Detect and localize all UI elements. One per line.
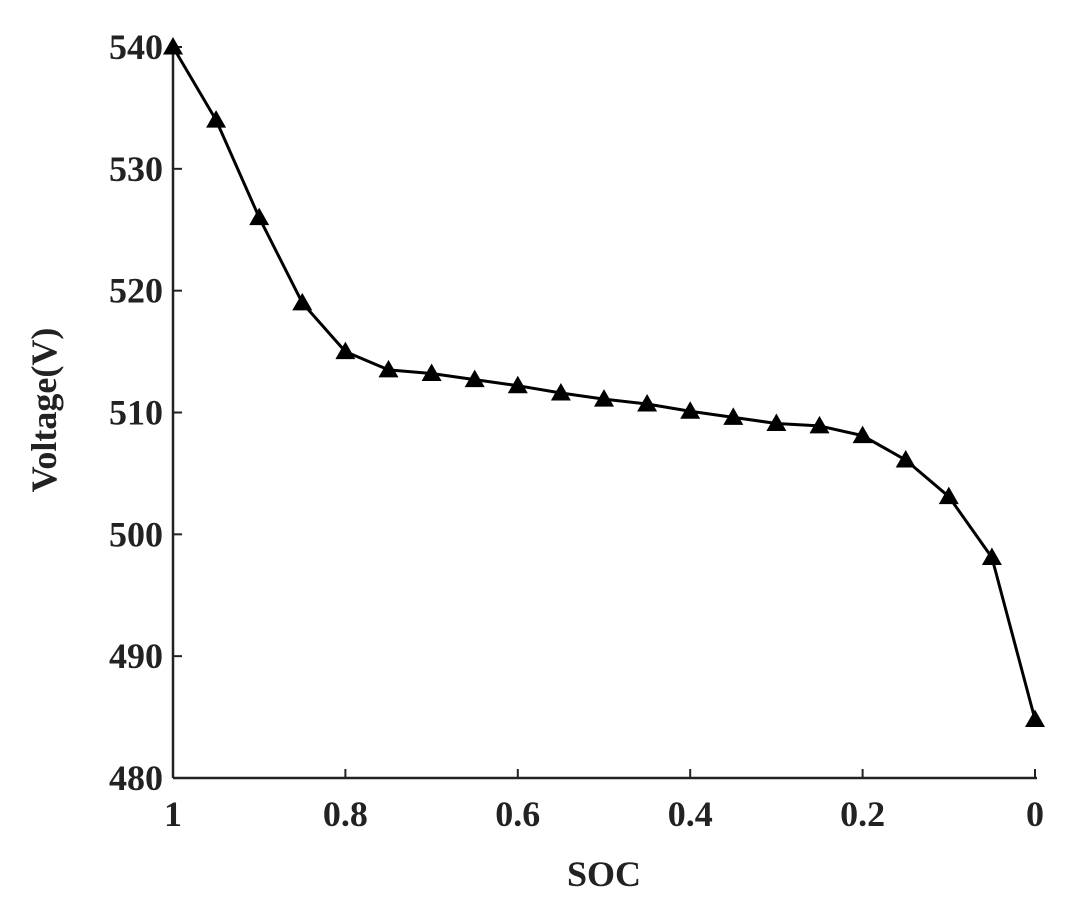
x-tick-label: 0.8 [323,794,368,834]
data-point [378,359,399,378]
data-point [723,407,744,425]
data-point [206,110,227,128]
data-point [335,341,356,360]
data-point [938,486,959,505]
data-point [594,389,614,407]
data-point [464,369,485,388]
data-point [809,415,830,434]
y-tick-label: 500 [109,514,163,554]
x-tick-label: 1 [164,794,182,834]
data-point [1025,709,1045,728]
x-tick-label: 0 [1026,794,1044,834]
data-point [163,37,183,55]
y-axis-label: Voltage(V) [24,328,64,493]
y-tick-label: 540 [109,27,163,67]
x-tick-label: 0.6 [495,794,540,834]
x-axis-label: SOC [567,854,641,894]
data-point [852,425,873,444]
data-point [766,413,787,431]
x-tick-label: 0.2 [840,794,885,834]
y-tick-label: 490 [109,636,163,676]
y-tick-label: 480 [109,758,163,798]
data-point [680,401,701,419]
data-point [292,292,313,311]
y-tick-label: 510 [109,393,163,433]
data-point [637,393,658,412]
y-tick-label: 530 [109,149,163,189]
data-point [249,207,270,226]
y-tick-label: 520 [109,271,163,311]
data-line [171,46,1037,720]
data-point [895,450,916,468]
data-point [421,363,442,382]
x-tick-label: 0.4 [668,794,713,834]
data-point [981,547,1002,565]
data-point [507,375,528,394]
data-point [550,383,571,401]
